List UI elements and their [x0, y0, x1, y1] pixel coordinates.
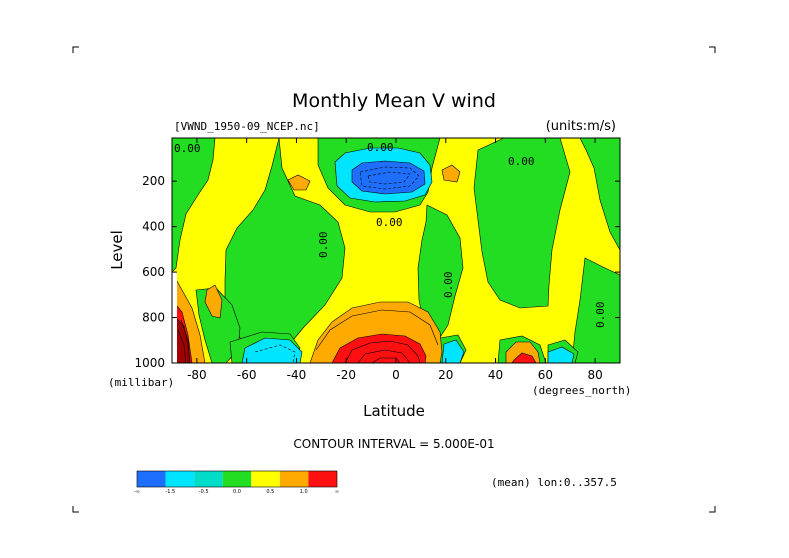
colorbar-swatch — [194, 471, 223, 487]
contour-label: 0.00 — [376, 216, 403, 229]
colorbar-label: 0.0 — [233, 489, 241, 495]
x-tick-label: 40 — [488, 368, 503, 382]
y-tick-label: 200 — [142, 174, 165, 188]
colorbar-swatch — [137, 471, 166, 487]
x-tick-label: 60 — [538, 368, 553, 382]
y-tick-label: 1000 — [134, 356, 165, 370]
colorbar-swatch — [251, 471, 280, 487]
contour-label: 0.00 — [508, 155, 535, 168]
colorbar-label: 0.5 — [266, 489, 274, 495]
colorbar-swatch — [279, 471, 309, 487]
colorbar-label: -∞ — [134, 489, 140, 495]
contour-label: 0.00 — [174, 142, 201, 155]
x-tick-label: -20 — [336, 368, 356, 382]
x-tick-label: -40 — [287, 368, 307, 382]
colorbar-label: -0.5 — [199, 489, 209, 495]
colorbar: -∞ -1.5 -0.5 0.0 0.5 1.0 ∞ — [134, 470, 339, 495]
y-tick-label: 800 — [142, 311, 165, 325]
units-label: (units:m/s) — [546, 119, 616, 134]
colorbar-label: 1.0 — [300, 489, 308, 495]
x-axis: -80 -60 -40 -20 0 20 40 60 80 — [187, 138, 603, 382]
x-tick-label: 20 — [438, 368, 453, 382]
contour-label: 0.00 — [442, 272, 455, 299]
x-axis-units: (degrees_north) — [532, 384, 631, 397]
y-tick-label: 400 — [142, 220, 165, 234]
x-tick-label: 0 — [392, 368, 400, 382]
x-tick-label: 80 — [587, 368, 602, 382]
x-tick-label: -80 — [187, 368, 207, 382]
dataset-label: [VWND_1950-09_NCEP.nc] — [174, 120, 320, 133]
contour-label: 0.00 — [594, 302, 607, 329]
y-axis: 200 400 600 800 1000 — [134, 174, 620, 370]
colorbar-swatch — [222, 471, 252, 487]
x-axis-label: Latitude — [363, 402, 425, 420]
colorbar-label: ∞ — [335, 489, 339, 495]
colorbar-label: -1.5 — [165, 489, 175, 495]
contour-interval-label: CONTOUR INTERVAL = 5.000E-01 — [293, 437, 494, 451]
x-tick-label: -60 — [237, 368, 257, 382]
contour-labels: 0.00 0.00 0.00 0.00 0.00 0.00 0.00 — [174, 141, 607, 328]
mean-label: (mean) lon:0..357.5 — [491, 476, 617, 489]
chart-title: Monthly Mean V wind — [292, 90, 496, 112]
colorbar-swatch — [308, 471, 337, 487]
y-axis-label: Level — [108, 230, 126, 270]
colorbar-frame — [136, 470, 338, 488]
y-axis-units: (millibar) — [108, 376, 174, 389]
y-tick-label: 600 — [142, 265, 165, 279]
contour-label: 0.00 — [367, 141, 394, 154]
plot-area — [172, 138, 620, 363]
corner-marks — [72, 46, 716, 513]
colorbar-swatch — [165, 471, 195, 487]
contour-label: 0.00 — [317, 232, 330, 259]
